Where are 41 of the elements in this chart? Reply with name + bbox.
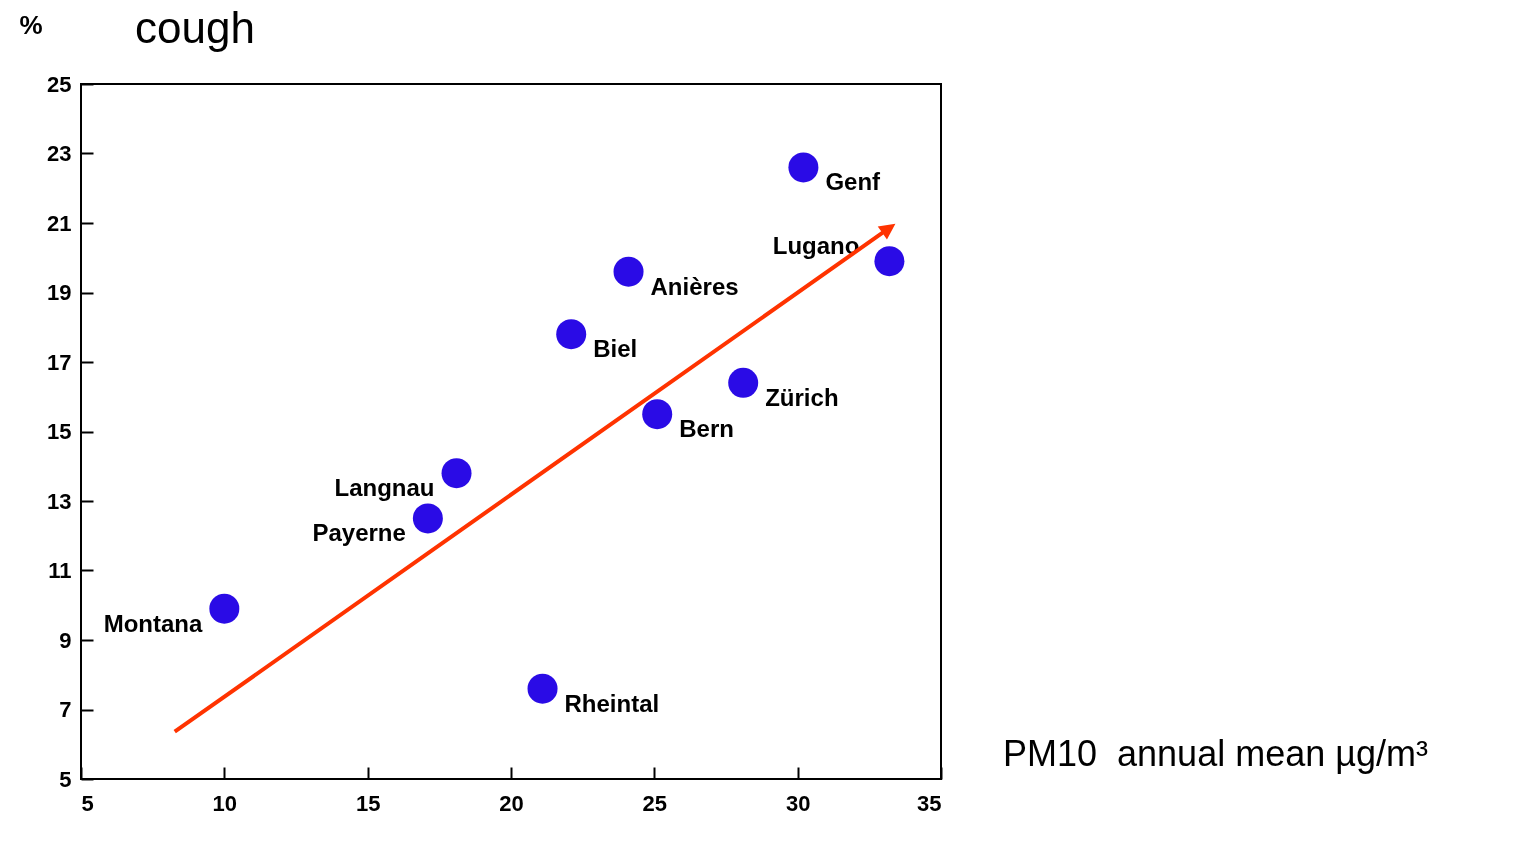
point — [556, 319, 587, 350]
y-tick-label: 7 — [59, 697, 72, 722]
annotation: Lugano — [772, 232, 860, 260]
annotation: Anières — [650, 272, 739, 300]
y-tick-label: 15 — [47, 419, 72, 444]
y-tick-label: 13 — [47, 488, 72, 514]
annotation: Rheintal — [564, 689, 660, 717]
point — [613, 256, 644, 287]
y-tick-label: 5 — [59, 766, 72, 792]
point — [642, 399, 673, 430]
y-tick-label: 25 — [47, 71, 72, 97]
y-tick-label: 21 — [47, 210, 72, 236]
point — [728, 367, 759, 398]
annotation: Payerne — [312, 519, 406, 547]
annotation: Zürich — [765, 383, 839, 411]
point — [874, 246, 905, 277]
x-axis-title: PM10 annual mean µg/m³ — [1003, 733, 1428, 774]
y-tick-label: 17 — [47, 349, 72, 375]
y-tick-label: 9 — [59, 627, 72, 653]
chart-title: cough — [135, 3, 255, 52]
point — [788, 152, 819, 183]
annotation: Biel — [593, 335, 638, 363]
x-tick-label: 15 — [355, 790, 381, 816]
y-tick-label: 19 — [47, 280, 72, 305]
x-tick-label: 25 — [642, 790, 668, 816]
annotation: Bern — [679, 415, 734, 443]
x-tick-label: 35 — [917, 790, 942, 816]
annotation: Montana — [103, 609, 203, 637]
x-tick-label: 30 — [785, 790, 811, 816]
x-tick-label: 5 — [81, 790, 94, 816]
y-tick-label: 23 — [47, 141, 72, 166]
annotation: Genf — [825, 168, 882, 196]
point — [527, 673, 558, 704]
point — [412, 503, 443, 534]
y-axis-title: % — [19, 9, 43, 40]
y-tick-label: 11 — [48, 558, 72, 583]
annotation: Langnau — [334, 474, 435, 502]
point — [209, 593, 240, 624]
x-tick-label: 10 — [212, 790, 238, 816]
x-tick-label: 20 — [499, 790, 524, 816]
point — [441, 458, 472, 489]
